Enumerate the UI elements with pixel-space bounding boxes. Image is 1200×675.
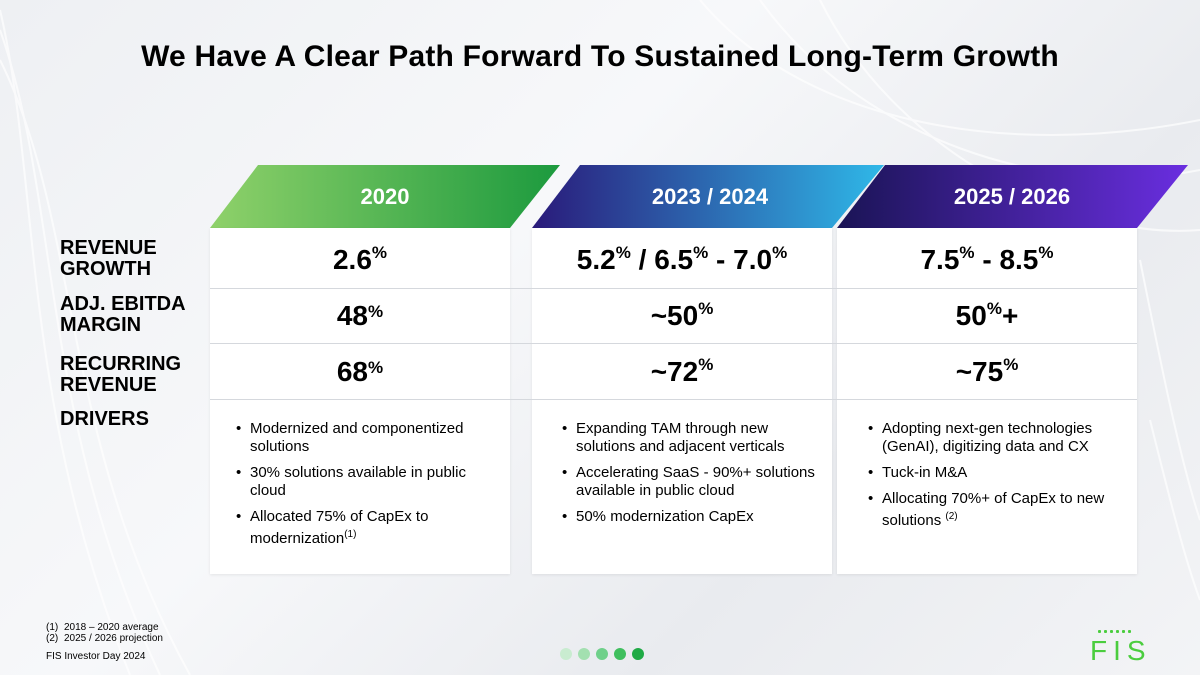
- driver-bullet: Modernized and componentized solutions: [232, 420, 492, 456]
- drivers-list-2023-2024: Expanding TAM through new solutions and …: [558, 420, 818, 534]
- header-2025-2026: 2025 / 2026: [953, 184, 1071, 209]
- header-2023-2024: 2023 / 2024: [651, 184, 769, 209]
- pagination-dots: [560, 648, 644, 660]
- footnotes: (1) 2018 – 2020 average (2) 2025 / 2026 pr…: [46, 622, 163, 644]
- row-label-adj-ebitda-margin: ADJ. EBITDA MARGIN: [60, 293, 186, 336]
- driver-bullet: Adopting next-gen technologies (GenAI), …: [864, 420, 1124, 456]
- revenue-growth-2025-2026: 7.5% - 8.5%: [920, 243, 1054, 275]
- row-label-drivers: DRIVERS: [60, 408, 149, 430]
- header-band-2020: [210, 165, 560, 228]
- header-2020: 2020: [360, 184, 410, 209]
- revenue-growth-2023-2024: 5.2% / 6.5% - 7.0%: [576, 243, 788, 275]
- fis-logo: FIS: [1090, 630, 1152, 662]
- page-dot: [614, 648, 626, 660]
- recurring-revenue-2023-2024: ~72%: [650, 355, 714, 387]
- row-label-recurring-revenue: RECURRING REVENUE: [60, 353, 182, 396]
- drivers-list-2020: Modernized and componentized solutions 3…: [232, 420, 492, 556]
- driver-bullet: Expanding TAM through new solutions and …: [558, 420, 818, 456]
- page-dot: [578, 648, 590, 660]
- driver-bullet: Allocated 75% of CapEx to modernization(…: [232, 508, 492, 548]
- source-label: FIS Investor Day 2024: [46, 651, 146, 662]
- driver-bullet: Allocating 70%+ of CapEx to new solution…: [864, 490, 1124, 530]
- driver-bullet: 50% modernization CapEx: [558, 508, 818, 526]
- drivers-list-2025-2026: Adopting next-gen technologies (GenAI), …: [864, 420, 1124, 538]
- page-dot: [596, 648, 608, 660]
- revenue-growth-2020: 2.6%: [332, 243, 388, 275]
- footnote-2: (2) 2025 / 2026 projection: [46, 633, 163, 644]
- header-band-2023-2024: [532, 165, 884, 228]
- driver-bullet: Accelerating SaaS - 90%+ solutions avail…: [558, 464, 818, 500]
- adj-ebitda-2020: 48%: [336, 300, 384, 331]
- adj-ebitda-2025-2026: 50%+: [955, 299, 1019, 331]
- page-dot: [560, 648, 572, 660]
- recurring-revenue-2025-2026: ~75%: [955, 355, 1019, 387]
- footnote-1: (1) 2018 – 2020 average: [46, 622, 159, 633]
- header-band-2025-2026: [837, 165, 1188, 228]
- driver-bullet: 30% solutions available in public cloud: [232, 464, 492, 500]
- driver-bullet: Tuck-in M&A: [864, 464, 1124, 482]
- page-title: We Have A Clear Path Forward To Sustaine…: [141, 40, 1059, 73]
- row-divider: [210, 399, 1137, 400]
- adj-ebitda-2023-2024: ~50%: [650, 299, 714, 331]
- row-divider: [210, 343, 1137, 344]
- row-divider: [210, 288, 1137, 289]
- page-dot: [632, 648, 644, 660]
- recurring-revenue-2020: 68%: [336, 356, 384, 387]
- svg-text:FIS: FIS: [1090, 635, 1152, 662]
- row-label-revenue-growth: REVENUE GROWTH: [60, 237, 157, 280]
